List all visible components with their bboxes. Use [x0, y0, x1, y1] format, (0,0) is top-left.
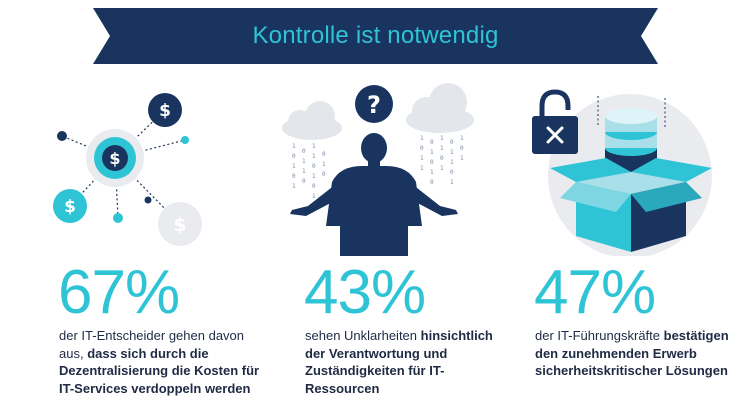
- stat-text-bold: bestätigen den zunehmenden Erwerb sicher…: [535, 328, 729, 379]
- svg-text:1: 1: [450, 179, 454, 186]
- svg-text:1: 1: [440, 145, 444, 152]
- svg-text:0: 0: [440, 155, 444, 162]
- padlock-icon: [532, 89, 578, 154]
- title-banner: Kontrolle ist notwendig: [93, 8, 658, 64]
- svg-text:$: $: [173, 214, 186, 236]
- svg-text:1: 1: [312, 143, 316, 150]
- stat-value-security: 47%: [534, 258, 656, 327]
- svg-text:1: 1: [312, 173, 316, 180]
- svg-text:$: $: [64, 197, 76, 217]
- stat-text-bold: hinsichtlich der Verantwortung und Zustä…: [305, 328, 493, 396]
- svg-text:1: 1: [450, 159, 454, 166]
- stat-value-responsibility: 43%: [304, 258, 426, 327]
- svg-text:0: 0: [322, 171, 326, 178]
- stat-text-plain: sehen Unklarheiten: [305, 328, 421, 343]
- svg-text:0: 0: [430, 139, 434, 146]
- svg-text:1: 1: [440, 165, 444, 172]
- cloud-icon: [406, 83, 474, 133]
- svg-text:1: 1: [302, 168, 306, 175]
- svg-text:1: 1: [292, 163, 296, 170]
- svg-text:1: 1: [322, 161, 326, 168]
- svg-text:0: 0: [312, 183, 316, 190]
- stat-text-bold: dass sich durch die Dezentralisierung di…: [59, 345, 260, 396]
- svg-text:$: $: [159, 101, 171, 121]
- svg-text:?: ?: [367, 91, 381, 119]
- svg-text:1: 1: [302, 158, 306, 165]
- svg-text:1: 1: [312, 153, 316, 160]
- ribbon-shape: [93, 8, 658, 64]
- svg-text:1: 1: [460, 135, 464, 142]
- secure-box-illustration: [520, 86, 720, 258]
- cloud-icon: [282, 101, 342, 140]
- svg-text:0: 0: [312, 163, 316, 170]
- svg-text:$: $: [109, 149, 120, 168]
- stat-text-plain: der IT-Führungskräfte: [535, 328, 664, 343]
- stat-description-costs: der IT-Entscheider gehen davon aus, dass…: [59, 327, 269, 397]
- svg-text:1: 1: [312, 193, 316, 200]
- svg-text:1: 1: [420, 155, 424, 162]
- question-mark-icon: ?: [355, 85, 393, 123]
- svg-text:0: 0: [292, 153, 296, 160]
- network-icon: $ $ $ $: [53, 93, 202, 246]
- dollar-network-illustration: $ $ $ $: [40, 88, 240, 258]
- svg-text:0: 0: [292, 173, 296, 180]
- svg-text:1: 1: [450, 149, 454, 156]
- stat-value-costs: 67%: [58, 258, 180, 327]
- page-title: Kontrolle ist notwendig: [252, 22, 499, 49]
- svg-text:1: 1: [420, 135, 424, 142]
- svg-text:1: 1: [440, 135, 444, 142]
- person-icon: [290, 133, 458, 256]
- svg-text:1: 1: [430, 149, 434, 156]
- svg-text:0: 0: [322, 151, 326, 158]
- stat-description-security: der IT-Führungskräfte bestätigen den zun…: [535, 327, 747, 380]
- svg-text:1: 1: [420, 165, 424, 172]
- svg-text:0: 0: [450, 139, 454, 146]
- svg-text:1: 1: [292, 143, 296, 150]
- svg-text:1: 1: [292, 183, 296, 190]
- svg-text:0: 0: [302, 148, 306, 155]
- database-icon: [605, 108, 657, 172]
- svg-text:1: 1: [460, 155, 464, 162]
- svg-text:0: 0: [430, 159, 434, 166]
- svg-text:0: 0: [430, 179, 434, 186]
- stat-description-responsibility: sehen Unklarheiten hinsichtlich der Vera…: [305, 327, 510, 397]
- svg-text:0: 0: [460, 145, 464, 152]
- box-icon: [550, 158, 712, 252]
- stat-text-plain: der IT-Entscheider gehen davon aus,: [59, 328, 245, 361]
- svg-text:1: 1: [430, 169, 434, 176]
- svg-text:0: 0: [420, 145, 424, 152]
- svg-text:0: 0: [302, 178, 306, 185]
- svg-text:0: 0: [450, 169, 454, 176]
